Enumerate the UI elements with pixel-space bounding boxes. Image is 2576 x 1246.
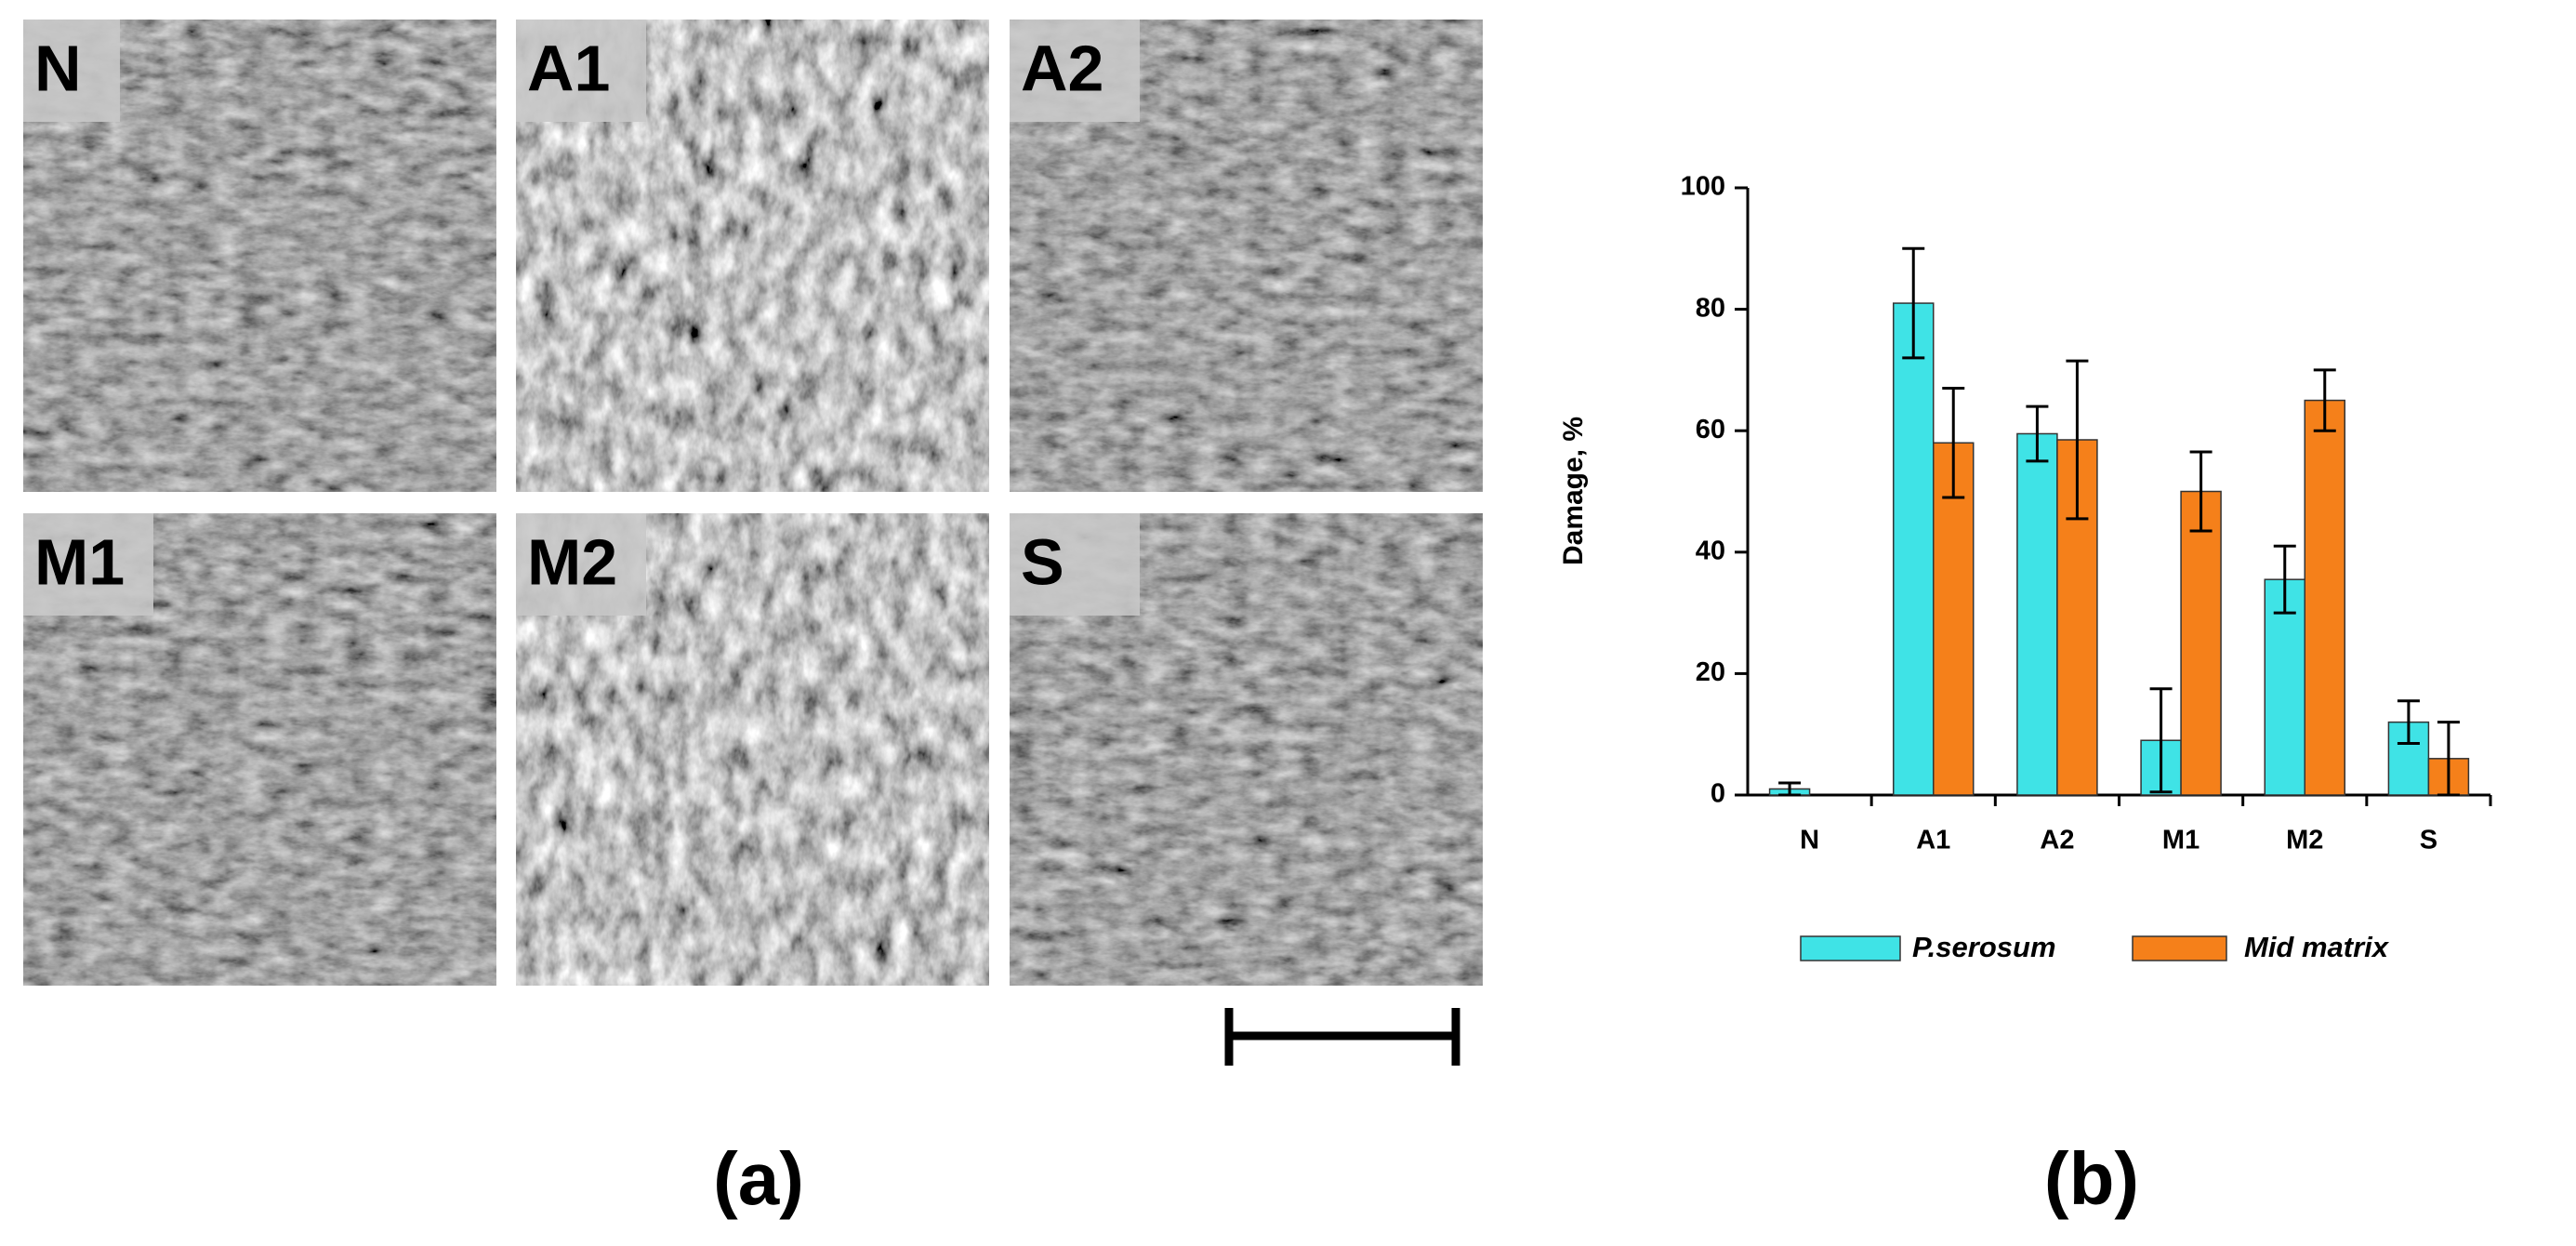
error-bar [2273,544,2296,615]
bar [2180,490,2222,796]
y-tick-label: 100 [1681,172,1725,202]
error-bar [2437,721,2460,797]
x-tick-label: M2 [2286,826,2323,855]
legend-swatch [1800,935,1901,961]
image-label: N [34,32,82,104]
image-label-bg [23,20,120,122]
error-bar [2026,404,2049,463]
image-label: S [1021,525,1064,598]
image-label: A1 [527,32,610,104]
bar [1893,302,1935,796]
image-label: M2 [527,525,617,598]
error-bar [2149,687,2173,794]
image-label-bg [23,513,153,616]
image-label: A2 [1021,32,1103,104]
image-label-bg [1010,20,1140,122]
error-bar [2066,359,2089,521]
y-tick-label: 20 [1696,657,1725,687]
y-tick-label: 40 [1696,536,1725,565]
image-label: M1 [34,525,125,598]
bar [2264,578,2305,796]
x-tick-label: A1 [1916,826,1950,855]
x-tick-label: A2 [2040,826,2074,855]
bar [2304,399,2345,796]
error-bar [2397,699,2420,745]
x-tick-label: N [1800,826,1819,855]
bar [2016,432,2058,796]
y-tick-label: 80 [1696,293,1725,323]
y-tick-label: 0 [1711,779,1725,809]
panel-label: (a) [713,1137,804,1220]
error-bar [2313,368,2336,432]
legend-label: P.serosum [1912,931,2056,963]
image-label-bg [516,513,646,616]
error-bar [1778,781,1802,797]
y-axis-label: Damage, % [1558,417,1589,565]
legend-label: Mid matrix [2244,931,2390,963]
error-bar [2189,450,2213,533]
y-tick-label: 60 [1696,415,1725,444]
bar [1933,442,1975,796]
x-tick-label: S [2420,826,2437,855]
image-label-bg [1010,513,1140,616]
x-tick-label: M1 [2162,826,2200,855]
scale-bar [1224,1008,1460,1066]
legend-swatch [2132,935,2227,961]
error-bar [1942,386,1965,499]
panel-label: (b) [2044,1137,2139,1220]
error-bar [1902,246,1925,360]
image-label-bg [516,20,646,122]
